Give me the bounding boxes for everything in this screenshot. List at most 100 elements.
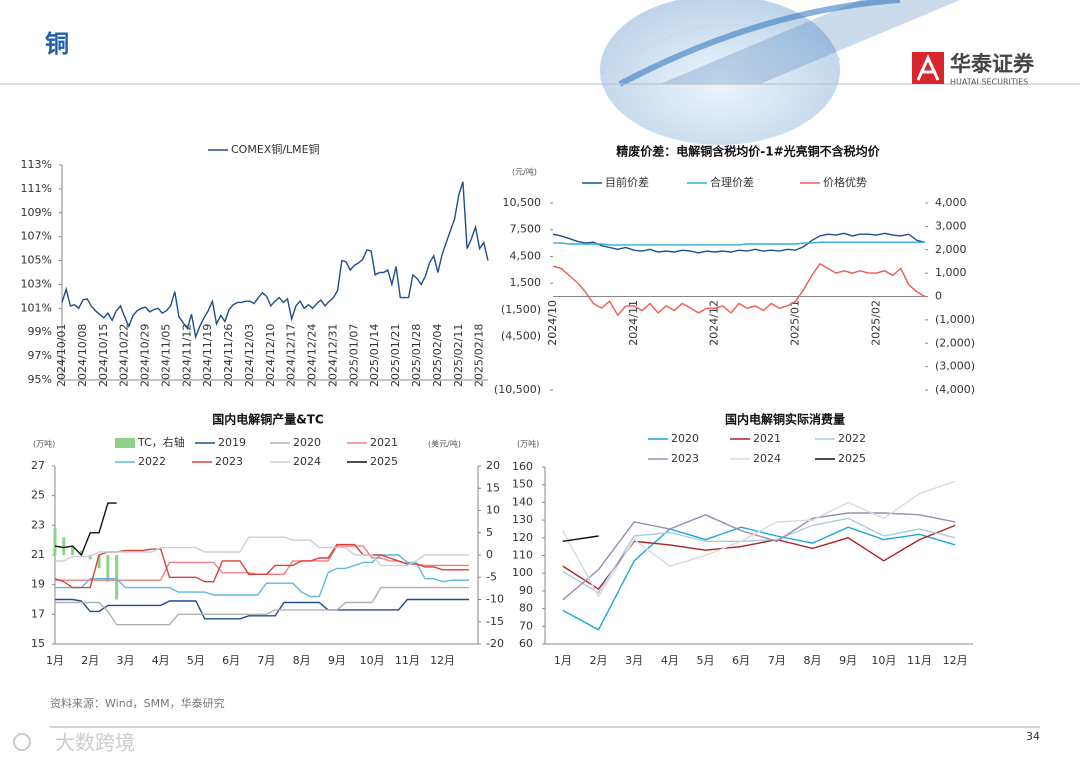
y-tick-label: 120	[512, 531, 533, 544]
x-tick-label: 2024/12/17	[285, 324, 298, 387]
y-unit: (万吨)	[517, 439, 539, 449]
y-tick-label: 23	[31, 518, 45, 531]
series-line	[55, 598, 469, 620]
y-tick-label: 140	[512, 495, 533, 508]
legend-label: 2025	[370, 455, 398, 468]
y-tick-label: 107%	[21, 230, 52, 243]
x-tick-label: 5月	[187, 654, 205, 667]
y2-tick-label: 1,000	[935, 266, 967, 279]
y2-tick-label: -5	[486, 570, 497, 583]
series-line	[562, 535, 599, 542]
x-tick-label: 2024/12/10	[264, 324, 277, 387]
legend-label: 2023	[215, 455, 243, 468]
y-tick-label: 130	[512, 513, 533, 526]
x-tick-label: 2024/10/01	[55, 324, 68, 387]
bar	[71, 546, 75, 555]
y2-tick-label: 0	[486, 548, 493, 561]
series-line	[55, 536, 469, 567]
bar	[115, 555, 119, 600]
x-tick-label: 2024/12/24	[306, 324, 319, 387]
y-tick-label: 4,500	[510, 249, 542, 262]
y2-tick-label: 0	[935, 290, 942, 303]
series-line	[562, 512, 956, 601]
y-tick-label: 95%	[28, 373, 52, 386]
x-tick-label: 6月	[732, 654, 750, 667]
legend-label: COMEX铜/LME铜	[231, 142, 320, 156]
x-tick-label: 2025/02	[869, 300, 882, 346]
x-tick-label: 2024/10/22	[118, 324, 131, 387]
y-tick-label: 99%	[28, 325, 52, 338]
y2-tick-label: 4,000	[935, 196, 967, 209]
series-line	[553, 241, 925, 246]
y2-tick-label: 5	[486, 526, 493, 539]
series-line	[55, 554, 469, 598]
legend-label: TC，右轴	[137, 435, 185, 449]
x-tick-label: 3月	[116, 654, 134, 667]
y2-tick-label: 2,000	[935, 243, 967, 256]
y-tick-label: 25	[31, 489, 45, 502]
y2-tick-label: 15	[486, 481, 500, 494]
series-line	[54, 543, 469, 589]
x-tick-label: 2024/11/26	[222, 324, 235, 387]
y-tick-label: (1,500)	[501, 303, 541, 316]
y-tick-label: 1,500	[510, 276, 542, 289]
y-tick-label: 97%	[28, 349, 52, 362]
series-line	[562, 524, 956, 591]
x-tick-label: 2025/01	[789, 300, 802, 346]
legend-label: 2021	[370, 436, 398, 449]
x-tick-label: 6月	[222, 654, 240, 667]
y-tick-label: 110	[512, 549, 533, 562]
x-tick-label: 2025/02/04	[431, 324, 444, 387]
x-tick-label: 2月	[590, 654, 608, 667]
x-tick-label: 12月	[943, 654, 968, 667]
y-tick-label: 21	[31, 548, 45, 561]
x-tick-label: 10月	[360, 654, 385, 667]
legend-label: 合理价差	[710, 175, 754, 189]
y-tick-label: 19	[31, 578, 45, 591]
y2-tick-label: 10	[486, 504, 500, 517]
y-tick-label: 80	[519, 602, 533, 615]
x-tick-label: 2025/01/21	[389, 324, 402, 387]
series-line	[54, 502, 117, 557]
logo-subtitle: HUATAI SECURITIES	[950, 78, 1028, 87]
bar	[62, 537, 66, 555]
x-tick-label: 2024/12	[708, 300, 721, 346]
source-note: 资料来源：Wind，SMM，华泰研究	[50, 696, 225, 710]
x-tick-label: 2024/11/12	[180, 324, 193, 387]
legend-label: 价格优势	[823, 175, 867, 189]
legend-label: 2019	[218, 436, 246, 449]
y-tick-label: 103%	[21, 277, 52, 290]
y-tick-label: 150	[512, 478, 533, 491]
x-tick-label: 4月	[661, 654, 679, 667]
x-tick-label: 4月	[152, 654, 170, 667]
x-tick-label: 11月	[907, 654, 932, 667]
legend-label: 目前价差	[605, 175, 649, 189]
legend-label: 2020	[671, 432, 699, 445]
bar	[106, 555, 110, 582]
x-tick-label: 2024/12/31	[326, 324, 339, 387]
x-tick-label: 8月	[293, 654, 311, 667]
y2-unit: (美元/吨)	[428, 439, 461, 449]
x-tick-label: 7月	[768, 654, 786, 667]
bar	[97, 555, 101, 569]
y2-tick-label: (4,000)	[935, 383, 975, 396]
y-tick-label: 60	[519, 637, 533, 650]
legend-label: 2025	[838, 452, 866, 465]
series-line	[55, 586, 469, 626]
y2-tick-label: (3,000)	[935, 360, 975, 373]
x-tick-label: 12月	[430, 654, 455, 667]
y-tick-label: 111%	[21, 182, 52, 195]
x-tick-label: 2024/11	[627, 300, 640, 346]
page-title: 铜	[45, 30, 69, 58]
x-tick-label: 7月	[257, 654, 275, 667]
x-tick-label: 9月	[328, 654, 346, 667]
legend-label: 2024	[293, 455, 321, 468]
bar	[53, 528, 57, 555]
x-tick-label: 1月	[46, 654, 64, 667]
x-tick-label: 11月	[395, 654, 420, 667]
x-tick-label: 2024/10/29	[139, 324, 152, 387]
x-tick-label: 2024/12/03	[243, 324, 256, 387]
y2-tick-label: 20	[486, 459, 500, 472]
y2-tick-label: (2,000)	[935, 336, 975, 349]
